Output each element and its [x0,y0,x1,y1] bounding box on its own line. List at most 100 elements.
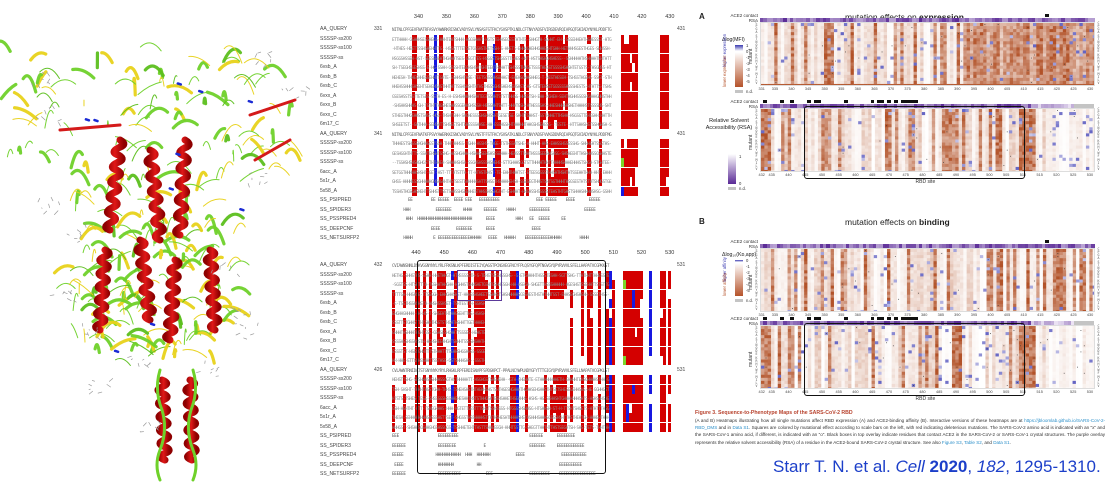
x-tick: 445 [802,390,809,394]
alignment-row: SSSSP-ss200 HETHG-SHHSTHS-SSHH-HHETHHGT-H… [310,270,695,281]
x-tick: 525 [1070,173,1077,177]
row-label: SSSSP-ss100 [320,45,352,51]
position-tick: 390 [553,14,563,20]
x-tick: 465 [869,173,876,177]
ace2-contact-label: ACE2 contact [730,316,758,321]
caption-link[interactable]: https://jbloomlab.github.io/SARS-CoV-2-R… [695,418,1105,431]
heatmap-grid[interactable] [760,22,1095,86]
amino-acid-tick: Q [1097,43,1100,48]
amino-acid-tick: V [1097,80,1100,85]
position-tick: 450 [439,250,449,256]
alignment-cells [392,280,674,289]
row-label: 6vsb_C [320,83,337,89]
row-label: 6vsb_B [320,309,337,316]
amino-acid-tick: C [755,247,758,251]
legend-tick: 0 [746,258,749,263]
alignment-row: 6vxx_A GSESHSSTSSTTETSES-SSTH-ES-H-ESHSHH… [310,91,695,102]
predicted-ss-string: SSSTTETGHHSTTHTGHHTHGGTSTHSHTHSHHTTGETHH… [392,318,485,327]
query-row: AA_QUERY 341 NITNLCPFGEVFNATKFPSVYAWERKKIS… [310,130,695,140]
ss-prediction-string: EEEEEE EEEEEEEEEE EEE EEEEEEEEE EEEEEEEE… [392,472,596,477]
caption-text: . [1009,439,1011,445]
amino-acid-tick: P [1097,110,1100,115]
caption-link[interactable]: Data S1 [732,425,749,431]
amino-acid-tick: Q [755,346,758,351]
alignment-cells [392,289,674,299]
legend-tick: -4 [746,282,750,287]
heatmap-grid[interactable] [760,325,1095,389]
row-label: 5x58_A [320,423,337,430]
alignment-position-ticks: 440 450 460 470 480 490 500 510 520 530 [392,250,692,260]
ss-prediction-string: EEEEE HHHHHHHHHHH HHH HHHHHH EEEE EEEEEE… [392,453,587,458]
row-label: SSSSP-ss100 [320,281,352,287]
amino-acid-tick: Q [1097,346,1100,351]
caption-link[interactable]: Table S2 [964,439,982,445]
x-tick: 365 [871,87,878,91]
caption-link[interactable]: Data S1 [993,439,1010,445]
x-tick: 425 [1070,313,1077,317]
x-tick: 440 [785,173,792,177]
x-tick: 500 [986,173,993,177]
row-start-position: 331 [374,26,383,32]
amino-acid-tick: S [755,119,758,124]
alignment-row: SSSSP-ss200 ETTHHHH-GSHHHSESSHEGS-HHHTEHT… [310,34,695,45]
x-tick: 335 [771,87,779,91]
ss-prediction-row: SS_NETSURFP2 HHHH E EEEEEEEEEEEEEEHHHHH … [310,234,695,244]
alignment-row: SSSSP-ss100 TSH-SHSHT-THHHTHGSTGHH-THHS-T… [310,384,695,395]
row-label: 6vxx_C [320,347,337,354]
row-label: AA_QUERY [320,366,348,373]
x-tick: 490 [952,390,960,394]
amino-acid-tick: G [1097,253,1100,258]
row-label: 6vsb_C [320,319,337,325]
amino-acid-tick: T [1097,339,1100,344]
query-sequence: NITNLCPFGEVFNATKFPSVYAWERKKISNCVADYSVLYN… [392,131,612,137]
heatmap-grid[interactable] [760,108,1095,172]
x-tick: 355 [838,87,845,91]
amino-acid-tick: H [755,284,758,289]
rsa-legend-colorbar [728,154,736,184]
alignment-cells [392,384,674,394]
amino-acid-tick: E [1097,135,1100,140]
predicted-ss-string: SSSSHGSHSSHSSTH-HEHSHEEHHGHTSHHHTSSESHSH… [392,337,485,346]
x-tick: 340 [788,87,795,91]
heatmap-title: mutation effects on expression [845,12,964,22]
rsa-legend-na: n.d. [739,186,746,191]
amino-acid-tick: K [755,52,758,57]
alignment-position-ticks: 340 350 360 370 380 390 400 410 420 430 [392,14,692,24]
position-tick: 400 [581,14,591,20]
row-label: SSSSP-ss200 [320,376,352,382]
amino-acid-tick: K [755,355,758,360]
alignment-row: 6vsb_C HHEHSSHHHSHSEHTSEHEHSHSTHHTHTTSSHS… [310,82,695,92]
amino-acid-tick: W [755,368,758,373]
predicted-ss-string: GESHGGHTHTTS-SSHTEHSHTSSHG-HESHGHHH-HSHH… [392,150,612,156]
ss-prediction-row: SS_PSIPRED EE EE EEEEE EEEE EEE EEEEEEEE… [310,196,695,206]
amino-acid-tick: E [755,49,758,54]
amino-acid-tick: I [1097,377,1100,382]
rsa-label: RSA [748,320,758,326]
amino-acid-tick: E [755,135,758,140]
row-label: SS_DEEPCNF [320,461,354,468]
amino-acid-tick: H [755,144,758,149]
heatmap-grid[interactable] [760,248,1095,312]
amino-acid-tick: C [1097,21,1100,25]
amino-acid-tick: F [755,294,758,299]
x-tick: 360 [854,87,862,91]
predicted-ss-string: HH-HHE-ETTGSHSSHHTTSSTHSE-GSTSHHHGHS--SS… [392,356,485,365]
row-label: 6vsb_B [320,73,337,80]
x-tick: 380 [921,313,928,317]
amino-acid-tick: A [755,256,758,261]
x-tick: 485 [936,390,943,394]
x-tick: 370 [887,87,895,91]
caption-link[interactable]: Figure S3 [941,439,962,445]
amino-acid-tick: T [755,262,758,267]
legend-tick: -3 [746,276,750,281]
amino-acid-tick: L [755,77,758,82]
predicted-ss-string: --TSSHSHSHSHGHGSTTHTHHEH-SHHHHSHSH-SSGHS… [392,160,612,165]
amino-acid-tick: H [1097,144,1100,149]
caption-body: (A and B) Heatmaps illustrating how all … [695,417,1105,446]
alignment-cells [392,139,674,148]
amino-acid-tick: G [755,113,758,118]
amino-acid-tick: P [1097,327,1100,332]
amino-acid-tick: I [1097,160,1100,165]
